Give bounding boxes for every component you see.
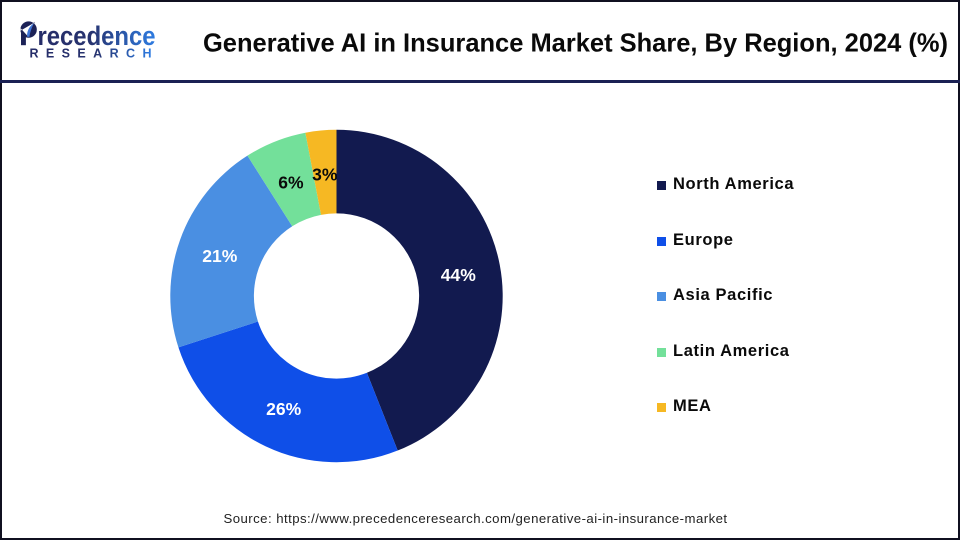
svg-text:6%: 6%	[278, 173, 304, 193]
svg-text:Generative AI in Insurance Mar: Generative AI in Insurance Market Share,…	[203, 27, 948, 57]
svg-text:21%: 21%	[202, 246, 237, 266]
svg-text:3%: 3%	[312, 165, 338, 185]
svg-text:44%: 44%	[441, 265, 476, 285]
svg-text:26%: 26%	[266, 399, 301, 419]
svg-text:recedence: recedence	[38, 21, 156, 51]
